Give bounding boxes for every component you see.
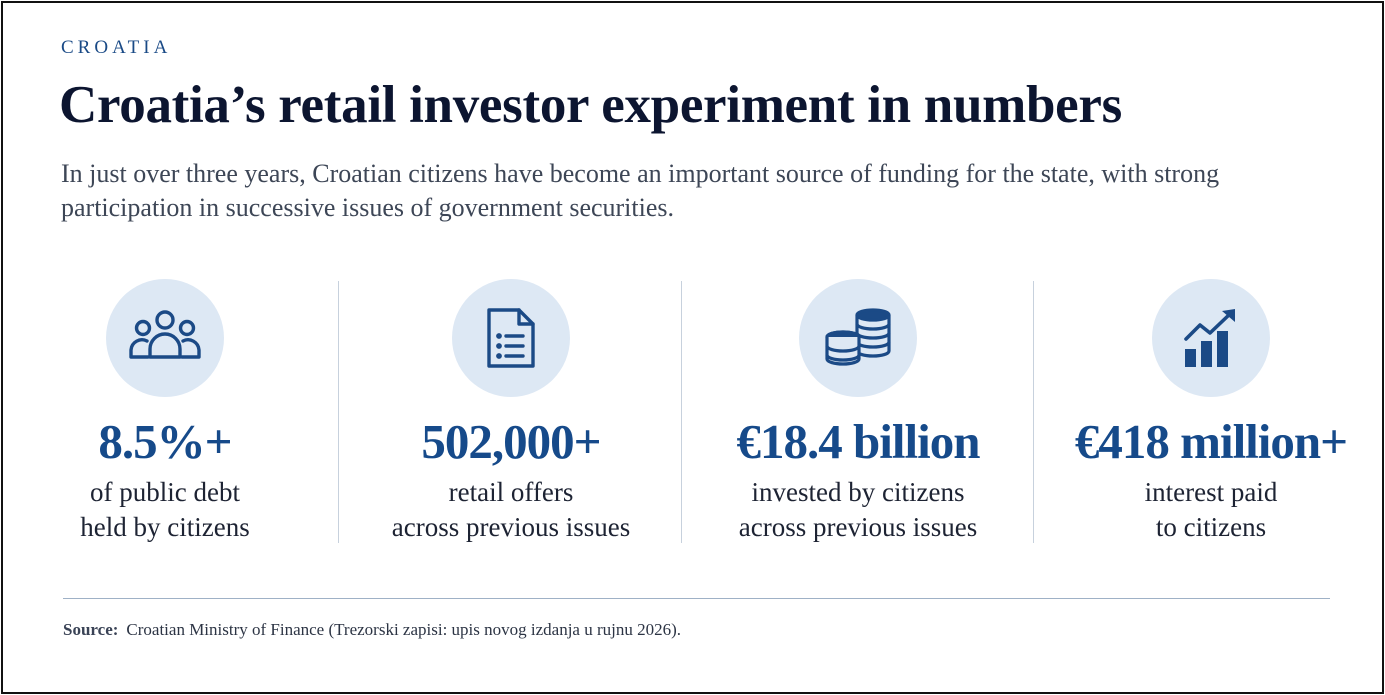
stat-description: of public debt held by citizens <box>35 475 295 545</box>
document-list-icon <box>487 308 535 368</box>
stat-desc-line1: invested by citizens <box>751 477 965 507</box>
column-divider <box>338 281 339 543</box>
stat-interest-paid: €418 million+ interest paid to citizens <box>1053 279 1369 545</box>
stat-desc-line2: held by citizens <box>80 512 250 542</box>
stat-retail-offers: 502,000+ retail offers across previous i… <box>361 279 661 545</box>
page-title: Croatia’s retail investor experiment in … <box>59 76 1122 134</box>
stat-invested: €18.4 billion invested by citizens acros… <box>703 279 1013 545</box>
stat-value: €18.4 billion <box>736 414 981 469</box>
page-subtitle: In just over three years, Croatian citiz… <box>61 159 1220 222</box>
people-group-icon <box>129 310 201 359</box>
stat-desc-line2: to citizens <box>1155 512 1267 542</box>
stat-value: €418 million+ <box>1074 414 1348 469</box>
coin-stacks-icon <box>825 308 891 366</box>
stat-value: 502,000+ <box>421 414 601 469</box>
icon-circle <box>1152 279 1270 397</box>
stat-desc-line1: interest paid <box>1144 477 1278 507</box>
icon-circle <box>799 279 917 397</box>
stat-description: invested by citizens across previous iss… <box>703 475 1013 545</box>
stat-desc-line1: of public debt <box>90 477 240 507</box>
growth-chart-icon <box>1184 309 1235 367</box>
icon-circle <box>106 279 224 397</box>
source-note: Source: Croatian Ministry of Finance (Tre… <box>63 620 681 640</box>
stat-public-debt: 8.5%+ of public debt held by citizens <box>35 279 295 545</box>
stat-desc-line1: retail offers <box>448 477 574 507</box>
stat-description: retail offers across previous issues <box>361 475 661 545</box>
footer-rule <box>63 598 1330 599</box>
stat-description: interest paid to citizens <box>1053 475 1369 545</box>
stat-desc-line2: across previous issues <box>391 512 631 542</box>
column-divider <box>681 281 682 543</box>
source-label: Source: <box>63 620 119 639</box>
stat-value: 8.5%+ <box>98 414 232 469</box>
source-text: Croatian Ministry of Finance (Trezorski … <box>126 620 682 639</box>
column-divider <box>1033 281 1034 543</box>
stat-desc-line2: across previous issues <box>738 512 978 542</box>
eyebrow-label: CROATIA <box>61 37 172 58</box>
icon-circle <box>452 279 570 397</box>
